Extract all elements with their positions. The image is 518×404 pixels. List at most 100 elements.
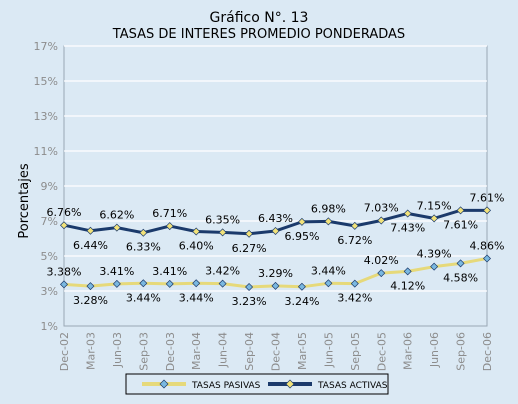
y-tick-label: 5% [41,250,58,263]
data-point [86,226,95,235]
data-label: 6.35% [205,213,240,226]
data-point [218,228,227,237]
y-tick-label: 1% [41,320,58,333]
y-axis-title: Porcentajes [17,163,32,238]
legend-box [125,373,389,395]
grid-layer [64,45,487,292]
chart-title: Gráfico N°. 13 [210,10,309,26]
data-label: 3.44% [179,291,214,304]
data-label: 6.72% [337,234,372,247]
legend-marker [285,379,295,389]
data-label: 6.43% [258,212,293,225]
y-tick-label: 3% [41,285,58,298]
data-point [430,262,439,271]
data-point [377,269,386,278]
data-point [483,254,491,263]
legend-label: TASAS ACTIVAS [317,381,388,391]
data-point [377,216,386,225]
series-layer [60,206,491,291]
data-label: 3.41% [152,265,187,278]
y-tick-label: 15% [34,75,58,88]
data-label: 3.24% [284,295,319,308]
data-label: 3.42% [205,265,240,278]
data-point [165,279,174,288]
data-label: 7.61% [470,191,505,204]
data-label: 6.33% [126,241,161,254]
data-label: 6.76% [47,206,82,219]
data-point [245,282,254,291]
data-point [60,221,68,230]
chart-subtitle: TASAS DE INTERES PROMEDIO PONDERADAS [112,27,405,42]
data-label: 6.27% [232,242,267,255]
data-label: 4.39% [417,248,452,261]
data-point [297,282,306,291]
x-tick-label: Jun-05 [322,332,335,368]
x-tick-label: Mar-05 [296,332,309,370]
data-point [324,217,333,226]
x-tick-label: Mar-06 [402,332,415,370]
data-point [192,279,201,288]
data-label: 6.71% [152,207,187,220]
data-label: 7.15% [417,199,452,212]
data-point [483,206,491,215]
data-point [245,229,254,238]
data-point [297,217,306,226]
data-labels-layer: 3.38% 3.28% 3.41% 3.44% 3.41% 3.44% 3.42% 3.23%… [47,191,505,308]
x-tick-label: Sep-06 [455,332,468,371]
x-tick-label: Dec-02 [58,332,71,371]
x-tick-label: Dec-03 [164,332,177,371]
data-label: 6.40% [179,240,214,253]
data-label: 3.23% [232,295,267,308]
x-tick-label: Mar-03 [84,332,97,370]
data-label: 4.12% [390,279,425,292]
x-tick-label: Sep-03 [137,332,150,371]
data-label: 4.58% [443,271,478,284]
data-point [350,279,359,288]
data-label: 7.03% [364,201,399,214]
data-point [218,279,227,288]
data-label: 3.41% [99,265,134,278]
x-tick-label: Mar-04 [190,332,203,370]
data-label: 7.61% [443,218,478,231]
data-point [456,259,465,268]
data-label: 6.44% [73,239,108,252]
y-tick-label: 13% [34,110,58,123]
data-point [112,279,121,288]
data-point [60,280,68,289]
x-tick-label: Jun-03 [111,332,124,368]
data-label: 3.28% [73,294,108,307]
data-label: 3.38% [47,265,82,278]
x-tick-label: Jun-06 [428,332,441,368]
data-label: 3.44% [311,264,346,277]
data-point [430,214,439,223]
data-label: 6.62% [99,209,134,222]
data-label: 6.95% [284,230,319,243]
y-tick-label: 17% [34,40,58,53]
data-point [139,279,148,288]
x-tick-label: Dec-06 [481,332,494,371]
y-tick-label: 11% [34,145,58,158]
data-point [86,282,95,291]
y-axis: 1% 3% 5% 7% 9% 11% 13% 15% 17% [34,40,58,333]
data-label: 3.42% [337,292,372,305]
x-tick-label: Dec-05 [375,332,388,371]
data-point [271,226,280,235]
data-label: 3.29% [258,267,293,280]
data-point [324,279,333,288]
data-label: 7.43% [390,221,425,234]
data-point [456,206,465,215]
data-label: 4.02% [364,254,399,267]
x-tick-label: Jun-04 [217,332,230,368]
x-tick-label: Dec-04 [270,332,283,371]
x-tick-label: Sep-04 [243,332,256,371]
x-tick-label: Sep-05 [349,332,362,371]
data-point [403,267,412,276]
data-label: 3.44% [126,291,161,304]
legend-marker [159,379,169,389]
y-tick-label: 7% [41,215,58,228]
data-point [112,223,121,232]
data-point [350,221,359,230]
data-label: 6.98% [311,202,346,215]
